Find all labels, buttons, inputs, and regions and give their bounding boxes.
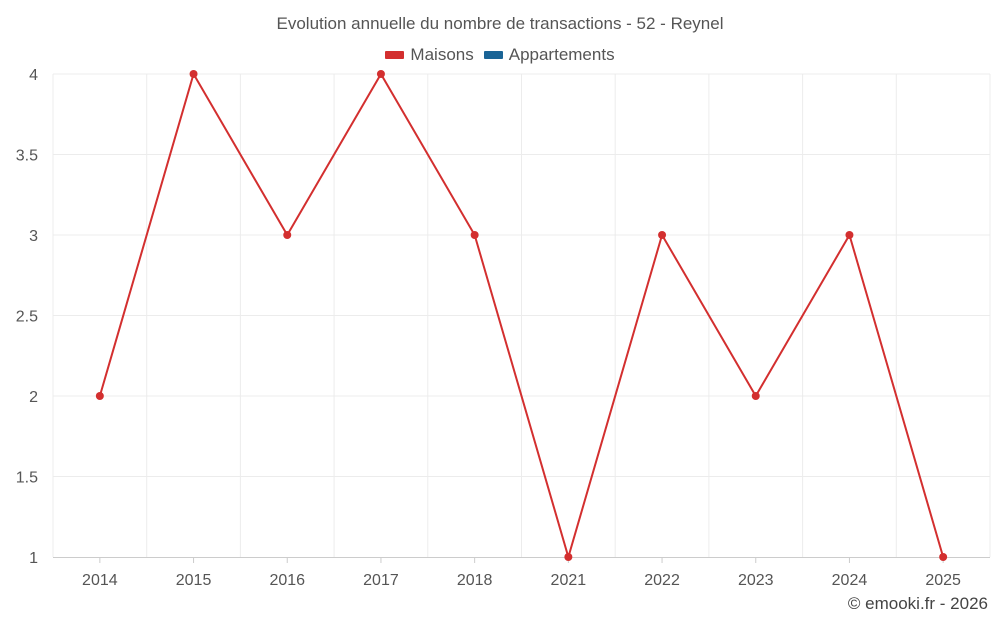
legend-item-appartements[interactable]: Appartements — [483, 45, 615, 65]
legend-swatch-appartements — [483, 51, 503, 59]
series-line-maisons — [98, 71, 945, 561]
axes: 1 1.5 2 2.5 3 3.5 4 2014 2015 2016 2017 2018 2021 202… — [16, 67, 990, 589]
x-tick-label: 2022 — [644, 572, 680, 589]
y-tick-label: 3.5 — [16, 148, 38, 165]
legend-item-maisons[interactable]: Maisons — [385, 45, 474, 65]
x-tick-label: 2023 — [738, 572, 774, 589]
legend: Maisons Appartements — [0, 45, 1000, 65]
y-tick-label: 1.5 — [16, 470, 38, 487]
data-point — [189, 70, 198, 78]
grid — [52, 73, 991, 557]
data-point — [939, 553, 948, 561]
y-tick-label: 4 — [29, 67, 38, 84]
x-tick-label: 2016 — [269, 572, 305, 589]
x-tick-label: 2021 — [551, 572, 587, 589]
x-tick-label: 2017 — [363, 572, 399, 589]
x-tick-label: 2024 — [832, 572, 868, 589]
data-point — [470, 231, 479, 239]
data-point — [95, 392, 104, 400]
data-point — [376, 70, 385, 78]
data-point — [564, 553, 573, 561]
chart-title: Evolution annuelle du nombre de transact… — [276, 14, 724, 33]
x-tick-label: 2018 — [457, 572, 493, 589]
legend-label-appartements: Appartements — [508, 45, 615, 64]
data-point — [658, 231, 667, 239]
x-tick-label: 2014 — [82, 572, 118, 589]
x-tick-label: 2015 — [176, 572, 212, 589]
y-tick-label: 2.5 — [16, 309, 38, 326]
series-layer — [95, 70, 948, 561]
data-point — [283, 231, 292, 239]
y-tick-label: 3 — [29, 228, 38, 245]
x-tick-label: 2025 — [925, 572, 961, 589]
data-point — [751, 392, 760, 400]
legend-swatch-maisons — [385, 51, 405, 59]
data-point — [845, 231, 854, 239]
y-tick-label: 2 — [29, 389, 38, 406]
credit-text: © emooki.fr - 2026 — [847, 594, 988, 613]
legend-label-maisons: Maisons — [410, 45, 474, 64]
y-tick-label: 1 — [29, 550, 38, 567]
